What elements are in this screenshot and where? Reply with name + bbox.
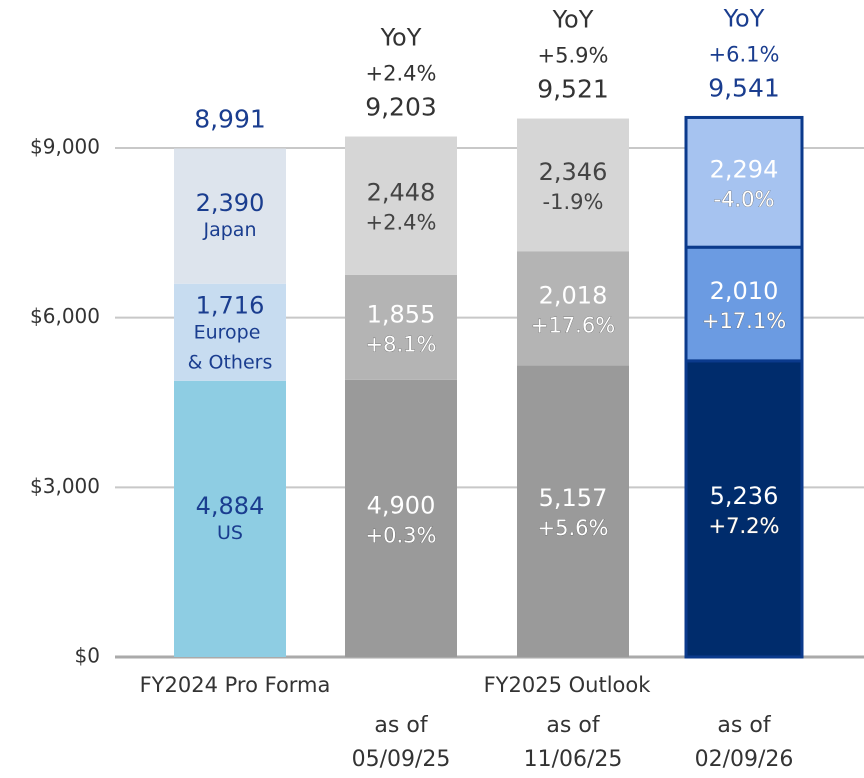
segment-change-label: -1.9% bbox=[543, 190, 604, 214]
bar-segment bbox=[684, 115, 804, 249]
bar-segment bbox=[517, 365, 629, 657]
segment-change-label: +0.3% bbox=[366, 523, 437, 547]
total-label: 9,521 bbox=[537, 75, 609, 104]
bar-segment bbox=[684, 359, 804, 659]
segment-value-label: 2,010 bbox=[710, 277, 779, 305]
bar-segment bbox=[517, 251, 629, 366]
segment-change-label: +17.1% bbox=[702, 309, 786, 333]
group-label: FY2024 Pro Forma bbox=[140, 673, 331, 697]
y-tick-label: $6,000 bbox=[30, 304, 100, 328]
y-tick-label: $0 bbox=[75, 644, 100, 668]
bar-segment bbox=[345, 379, 457, 657]
y-tick-label: $3,000 bbox=[30, 474, 100, 498]
segment-change-label: +2.4% bbox=[366, 211, 437, 235]
bar-segment bbox=[174, 148, 286, 284]
bar-segment bbox=[174, 380, 286, 657]
bar-segment bbox=[517, 118, 629, 252]
total-label: 9,203 bbox=[365, 93, 437, 122]
segment-value-label: 2,346 bbox=[539, 158, 608, 186]
series-name-label: Europe & Others bbox=[188, 321, 273, 373]
segment-value-label: 1,855 bbox=[367, 300, 436, 328]
bar-segment bbox=[345, 274, 457, 380]
segment-change-label: +5.6% bbox=[538, 516, 609, 540]
segment-value-label: 5,157 bbox=[539, 484, 608, 512]
bar-segment bbox=[174, 283, 286, 381]
segment-value-label: 4,884 bbox=[196, 492, 265, 520]
segment-value-label: 2,390 bbox=[196, 189, 265, 217]
segment-value-label: 5,236 bbox=[710, 482, 779, 510]
bar-segment bbox=[684, 245, 804, 363]
change-heading: YoY bbox=[380, 24, 422, 52]
y-tick-label: $9,000 bbox=[30, 135, 100, 159]
segment-change-label: +8.1% bbox=[366, 332, 437, 356]
segment-change-label: -4.0% bbox=[714, 187, 775, 211]
x-tick-label: 11/06/25 bbox=[524, 747, 623, 772]
change-heading: YoY bbox=[552, 6, 594, 34]
date-prefix: as of bbox=[717, 713, 771, 738]
total-label: 9,541 bbox=[708, 73, 780, 102]
series-name-label: US bbox=[217, 521, 243, 543]
segment-change-label: +7.2% bbox=[709, 514, 780, 538]
total-change-label: +6.1% bbox=[709, 42, 780, 66]
group-label: FY2025 Outlook bbox=[484, 673, 652, 697]
total-change-label: +2.4% bbox=[366, 62, 437, 86]
bar-segment bbox=[345, 136, 457, 275]
total-label: 8,991 bbox=[194, 105, 266, 134]
segment-value-label: 2,018 bbox=[539, 281, 608, 309]
segment-change-label: +17.6% bbox=[531, 313, 615, 337]
segment-value-label: 2,448 bbox=[367, 179, 436, 207]
segment-value-label: 1,716 bbox=[196, 291, 265, 319]
date-prefix: as of bbox=[546, 713, 600, 738]
x-tick-label: 05/09/25 bbox=[352, 747, 451, 772]
segment-value-label: 2,294 bbox=[710, 155, 779, 183]
x-tick-label: 02/09/26 bbox=[695, 747, 794, 772]
segment-value-label: 4,900 bbox=[367, 491, 436, 519]
total-change-label: +5.9% bbox=[538, 44, 609, 68]
series-name-label: Japan bbox=[203, 219, 257, 241]
date-prefix: as of bbox=[374, 713, 428, 738]
change-heading: YoY bbox=[723, 4, 765, 32]
